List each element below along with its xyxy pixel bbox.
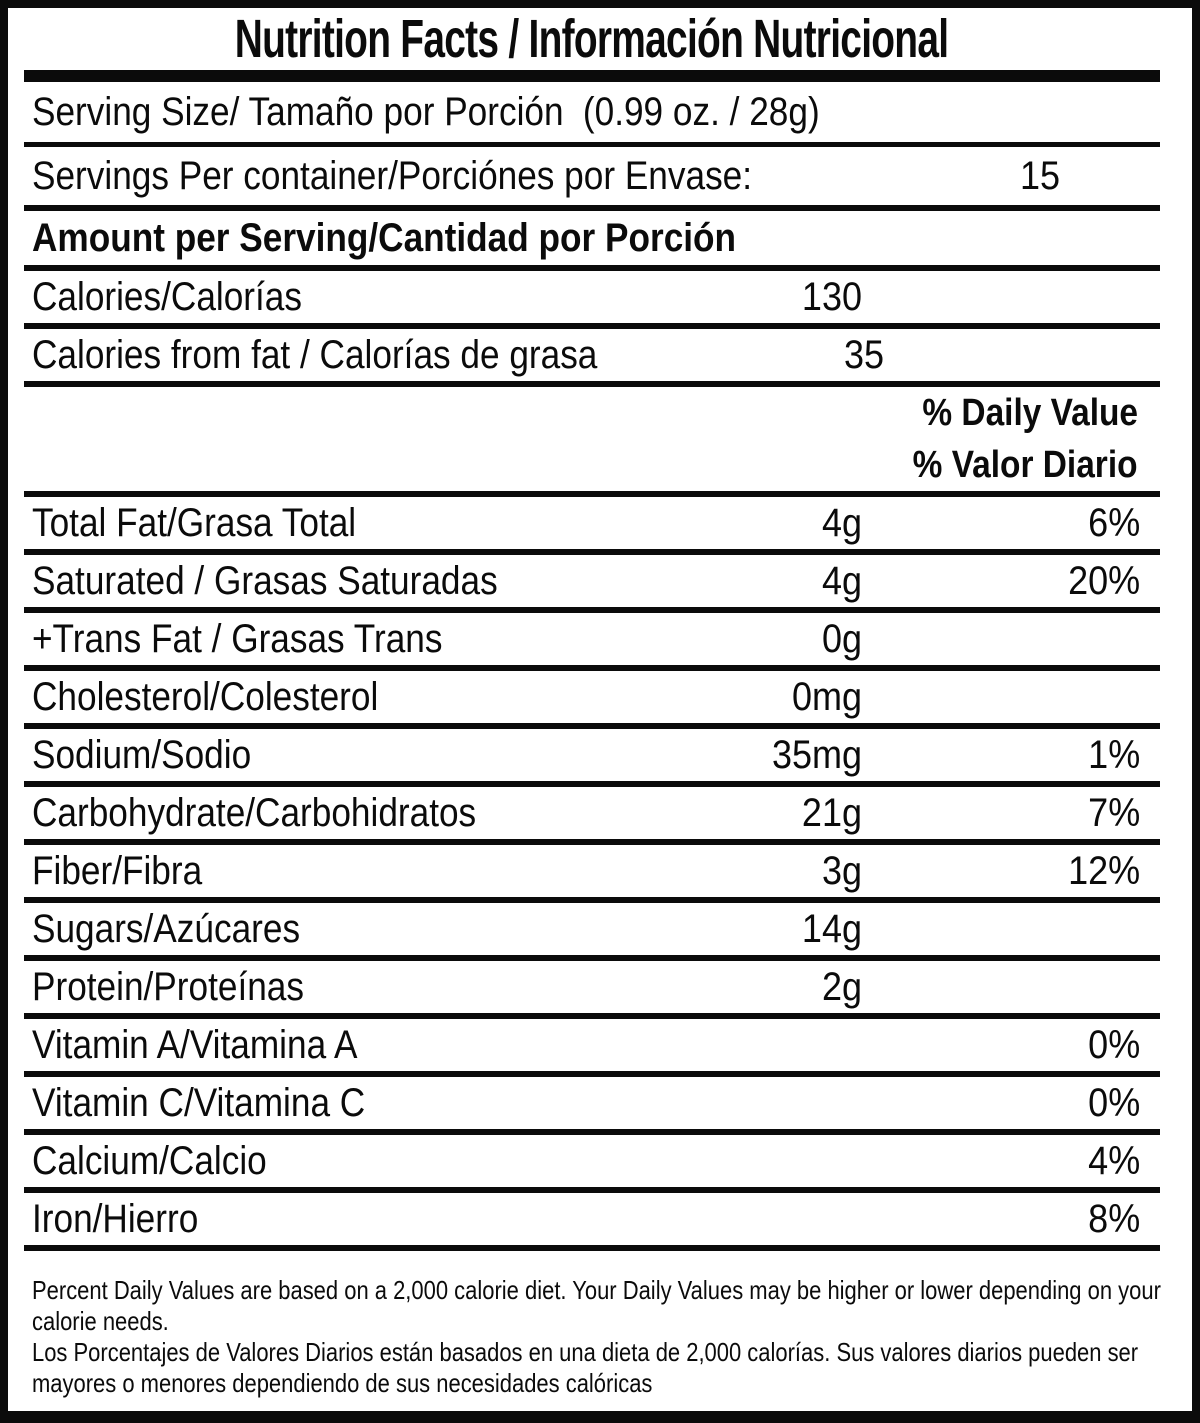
nutrient-amount: 0g bbox=[821, 616, 862, 661]
calorie-row: Calories/Calorías 130 bbox=[24, 271, 1160, 329]
label-content: Nutrition Facts / Información Nutriciona… bbox=[24, 8, 1161, 1399]
calorie-row: Calories from fat / Calorías de grasa 35 bbox=[24, 329, 1160, 387]
nutrient-row: Cholesterol/Colesterol 0mg bbox=[24, 671, 1160, 729]
calorie-row-label: Calories from fat / Calorías de grasa bbox=[32, 332, 598, 377]
nutrient-row: Sodium/Sodio 35mg 1% bbox=[24, 729, 1160, 787]
page-title: Nutrition Facts / Información Nutriciona… bbox=[235, 9, 949, 69]
amount-per-serving-cell: Amount per Serving/Cantidad por Porción bbox=[24, 216, 1160, 261]
nutrient-label-cell: Cholesterol/Colesterol bbox=[24, 675, 652, 720]
nutrient-amount: 14g bbox=[801, 906, 862, 951]
serving-size-cell: Serving Size/ Tamaño por Porción (0.99 oz… bbox=[24, 90, 1160, 135]
nutrient-label: Sodium/Sodio bbox=[32, 732, 252, 777]
nutrient-row: Calcium/Calcio 4% bbox=[24, 1135, 1160, 1193]
nutrient-label: Sugars/Azúcares bbox=[32, 906, 301, 951]
calorie-row-amount: 35 bbox=[844, 332, 885, 377]
serving-size-label: Serving Size/ Tamaño por Porción bbox=[32, 89, 564, 134]
nutrient-pct: 4% bbox=[1088, 1138, 1141, 1183]
nutrient-label: Calcium/Calcio bbox=[32, 1138, 267, 1183]
header-divider-bar bbox=[24, 70, 1160, 82]
nutrient-label-cell: Calcium/Calcio bbox=[24, 1139, 652, 1184]
nutrient-pct: 7% bbox=[1088, 790, 1141, 835]
nutrient-amount: 4g bbox=[821, 558, 862, 603]
daily-value-header: % Daily Value % Valor Diario bbox=[24, 387, 1160, 497]
nutrient-label: Cholesterol/Colesterol bbox=[32, 674, 379, 719]
nutrient-label-cell: Iron/Hierro bbox=[24, 1197, 652, 1242]
serving-size-row: Serving Size/ Tamaño por Porción (0.99 oz… bbox=[24, 82, 1160, 147]
nutrient-label-cell: Protein/Proteínas bbox=[24, 965, 652, 1010]
nutrient-pct: 12% bbox=[1068, 848, 1141, 893]
footnote-text-block: Percent Daily Values are based on a 2,00… bbox=[32, 1275, 1161, 1399]
servings-per-container-row: Servings Per container/Porciónes por Env… bbox=[24, 147, 1160, 211]
nutrient-label-cell: Total Fat/Grasa Total bbox=[24, 501, 652, 546]
nutrient-amount: 35mg bbox=[771, 732, 862, 777]
nutrient-row: Total Fat/Grasa Total 4g 6% bbox=[24, 497, 1160, 555]
nutrient-row: Fiber/Fibra 3g 12% bbox=[24, 845, 1160, 903]
nutrient-row: Carbohydrate/Carbohidratos 21g 7% bbox=[24, 787, 1160, 845]
nutrient-label-cell: Carbohydrate/Carbohidratos bbox=[24, 791, 652, 836]
nutrient-pct: 0% bbox=[1088, 1022, 1141, 1067]
nutrient-label-cell: +Trans Fat / Grasas Trans bbox=[24, 617, 652, 662]
nutrient-row: +Trans Fat / Grasas Trans 0g bbox=[24, 613, 1160, 671]
nutrient-label-cell: Saturated / Grasas Saturadas bbox=[24, 559, 652, 604]
nutrient-amount: 21g bbox=[801, 790, 862, 835]
nutrient-row: Iron/Hierro 8% bbox=[24, 1193, 1160, 1251]
nutrient-label: +Trans Fat / Grasas Trans bbox=[32, 616, 443, 661]
nutrient-pct: 8% bbox=[1088, 1196, 1141, 1241]
calorie-row-label-cell: Calories from fat / Calorías de grasa bbox=[24, 333, 674, 378]
nutrient-row: Vitamin A/Vitamina A 0% bbox=[24, 1019, 1160, 1077]
nutrient-label: Protein/Proteínas bbox=[32, 964, 304, 1009]
nutrient-amount: 4g bbox=[821, 500, 862, 545]
nutrient-label: Iron/Hierro bbox=[32, 1196, 199, 1241]
nutrient-pct: 6% bbox=[1088, 500, 1141, 545]
amount-per-serving-heading: Amount per Serving/Cantidad por Porción bbox=[32, 215, 737, 260]
daily-value-header-es: % Valor Diario bbox=[913, 444, 1138, 486]
footnote-section: Percent Daily Values are based on a 2,00… bbox=[24, 1251, 1161, 1399]
footnote-english: Percent Daily Values are based on a 2,00… bbox=[32, 1275, 1161, 1336]
nutrient-row: Vitamin C/Vitamina C 0% bbox=[24, 1077, 1160, 1135]
label-header: Nutrition Facts / Información Nutriciona… bbox=[24, 8, 1160, 70]
nutrient-pct: 0% bbox=[1088, 1080, 1141, 1125]
daily-value-header-en: % Daily Value bbox=[922, 392, 1138, 434]
nutrient-row: Saturated / Grasas Saturadas 4g 20% bbox=[24, 555, 1160, 613]
amount-per-serving-heading-row: Amount per Serving/Cantidad por Porción bbox=[24, 211, 1160, 271]
servings-per-container-label: Servings Per container/Porciónes por Env… bbox=[32, 153, 753, 198]
nutrient-label-cell: Sugars/Azúcares bbox=[24, 907, 652, 952]
nutrient-label-cell: Vitamin A/Vitamina A bbox=[24, 1023, 652, 1068]
nutrient-label: Vitamin A/Vitamina A bbox=[32, 1022, 358, 1067]
nutrient-label: Vitamin C/Vitamina C bbox=[32, 1080, 366, 1125]
nutrient-label: Fiber/Fibra bbox=[32, 848, 203, 893]
calorie-rows: Calories/Calorías 130 Calories from fat … bbox=[24, 271, 1160, 387]
calorie-row-amount: 130 bbox=[801, 274, 862, 319]
serving-size-value: (0.99 oz. / 28g) bbox=[582, 89, 820, 134]
nutrient-label-cell: Vitamin C/Vitamina C bbox=[24, 1081, 652, 1126]
footnote-spanish: Los Porcentajes de Valores Diarios están… bbox=[32, 1337, 1139, 1398]
nutrient-label-cell: Fiber/Fibra bbox=[24, 849, 652, 894]
nutrient-label: Total Fat/Grasa Total bbox=[32, 500, 357, 545]
nutrient-label-cell: Sodium/Sodio bbox=[24, 733, 652, 778]
calorie-row-label-cell: Calories/Calorías bbox=[24, 275, 652, 320]
nutrient-row: Sugars/Azúcares 14g bbox=[24, 903, 1160, 961]
nutrient-pct: 1% bbox=[1088, 732, 1141, 777]
nutrient-amount: 0mg bbox=[791, 674, 862, 719]
nutrient-pct: 20% bbox=[1068, 558, 1141, 603]
nutrient-row: Protein/Proteínas 2g bbox=[24, 961, 1160, 1019]
nutrient-label: Carbohydrate/Carbohidratos bbox=[32, 790, 477, 835]
nutrient-amount: 3g bbox=[821, 848, 862, 893]
servings-per-container-value: 15 bbox=[1020, 153, 1061, 198]
nutrient-amount: 2g bbox=[821, 964, 862, 1009]
servings-per-container-cell: Servings Per container/Porciónes por Env… bbox=[24, 154, 850, 199]
nutrient-label: Saturated / Grasas Saturadas bbox=[32, 558, 498, 603]
calorie-row-label: Calories/Calorías bbox=[32, 274, 302, 319]
nutrient-rows: Total Fat/Grasa Total 4g 6% Saturated / … bbox=[24, 497, 1160, 1251]
